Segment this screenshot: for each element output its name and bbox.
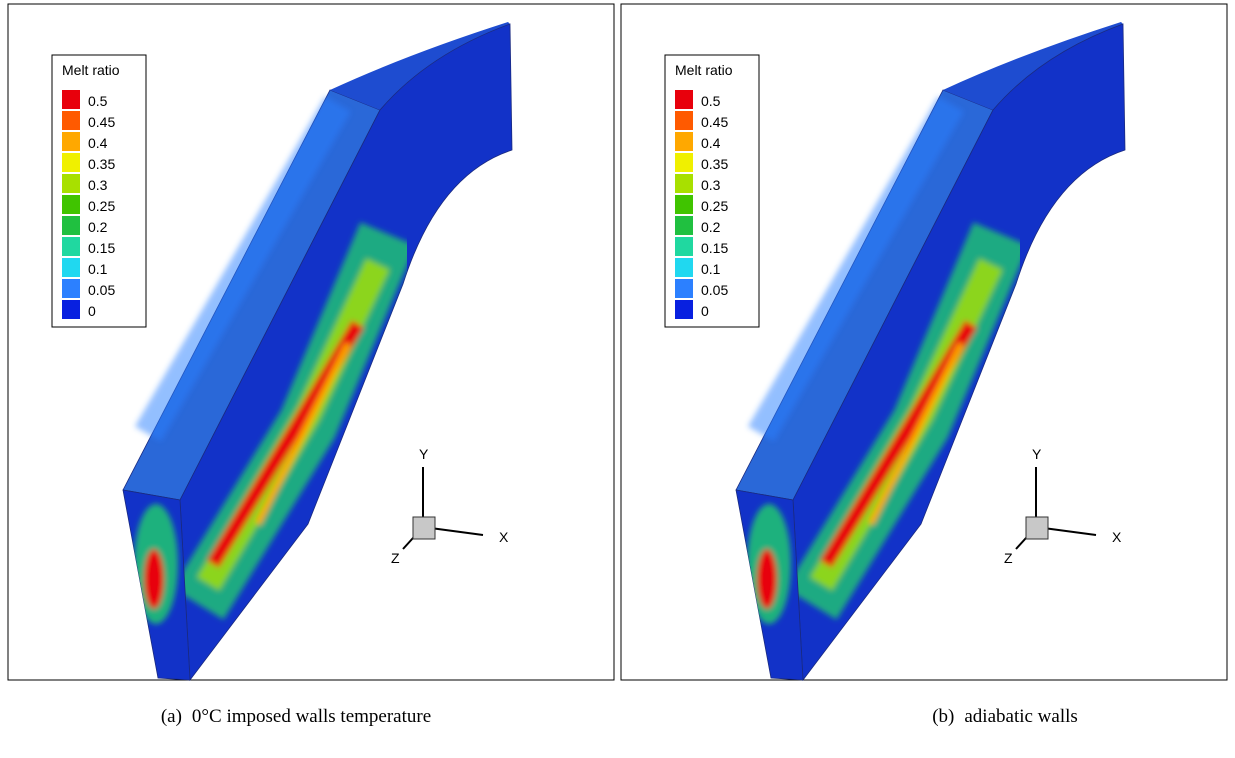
- axis-label-z: Z: [1004, 550, 1013, 566]
- legend-swatch: [675, 111, 693, 130]
- legend-label: 0.45: [701, 114, 728, 130]
- legend-label: 0.1: [701, 261, 721, 277]
- legend-swatch: [62, 153, 80, 172]
- legend-swatch: [62, 90, 80, 109]
- axis-label-x: X: [1112, 529, 1122, 545]
- axis-triad: Y X Z: [1004, 446, 1122, 566]
- axis-label-x: X: [499, 529, 509, 545]
- legend-label: 0.15: [88, 240, 115, 256]
- caption-text: adiabatic walls: [964, 706, 1077, 727]
- legend-label: 0.4: [701, 135, 721, 151]
- legend-label: 0: [701, 303, 709, 319]
- legend-title: Melt ratio: [62, 62, 120, 78]
- legend-swatch: [675, 195, 693, 214]
- legend-label: 0.5: [701, 93, 721, 109]
- legend-label: 0.35: [701, 156, 728, 172]
- legend-swatch: [62, 216, 80, 235]
- legend-swatch: [62, 132, 80, 151]
- legend-swatch: [62, 237, 80, 256]
- legend-swatch: [62, 174, 80, 193]
- caption: (b) adiabatic walls: [932, 706, 1078, 727]
- caption: (a) 0°C imposed walls temperature: [161, 706, 431, 727]
- caption-label: (b): [932, 706, 954, 727]
- legend-swatch: [675, 237, 693, 256]
- caption-text: 0°C imposed walls temperature: [192, 706, 431, 727]
- axis-cube: [412, 516, 436, 540]
- axis-label-y: Y: [419, 446, 429, 462]
- legend-label: 0.3: [88, 177, 108, 193]
- legend-label: 0.15: [701, 240, 728, 256]
- legend-swatch: [62, 279, 80, 298]
- legend-label: 0.4: [88, 135, 108, 151]
- legend-swatch: [62, 111, 80, 130]
- legend-label: 0.05: [88, 282, 115, 298]
- legend-swatch: [675, 300, 693, 319]
- legend-label: 0.45: [88, 114, 115, 130]
- legend-label: 0.25: [701, 198, 728, 214]
- legend-label: 0.05: [701, 282, 728, 298]
- legend: Melt ratio 0.5 0.45 0.4 0.35 0.3 0.25 0.2 0.15 0.…: [51, 54, 147, 328]
- legend-swatch: [675, 258, 693, 277]
- legend-label: 0.1: [88, 261, 108, 277]
- legend-label: 0.35: [88, 156, 115, 172]
- axis-label-y: Y: [1032, 446, 1042, 462]
- legend-swatch: [675, 216, 693, 235]
- legend-swatch: [62, 258, 80, 277]
- legend-label: 0: [88, 303, 96, 319]
- legend-label: 0.2: [88, 219, 108, 235]
- axis-cube: [1025, 516, 1049, 540]
- legend-swatch: [675, 174, 693, 193]
- legend-swatch: [675, 90, 693, 109]
- legend-label: 0.5: [88, 93, 108, 109]
- panel: Melt ratio 0.5 0.45 0.4 0.35 0.3 0.25 0.2 0.15 0.…: [620, 4, 1228, 727]
- legend-swatch: [675, 279, 693, 298]
- legend-label: 0.2: [701, 219, 721, 235]
- legend-title: Melt ratio: [675, 62, 733, 78]
- legend-swatch: [675, 132, 693, 151]
- legend-swatch: [675, 153, 693, 172]
- legend: Melt ratio 0.5 0.45 0.4 0.35 0.3 0.25 0.2 0.15 0.…: [664, 54, 760, 328]
- axis-label-z: Z: [391, 550, 400, 566]
- legend-label: 0.25: [88, 198, 115, 214]
- legend-swatch: [62, 195, 80, 214]
- legend-label: 0.3: [701, 177, 721, 193]
- axis-triad: Y X Z: [391, 446, 509, 566]
- panel: Melt ratio 0.5 0.45 0.4 0.35 0.3 0.25 0.2 0.15 0.…: [7, 4, 615, 727]
- caption-label: (a): [161, 706, 182, 727]
- legend-swatch: [62, 300, 80, 319]
